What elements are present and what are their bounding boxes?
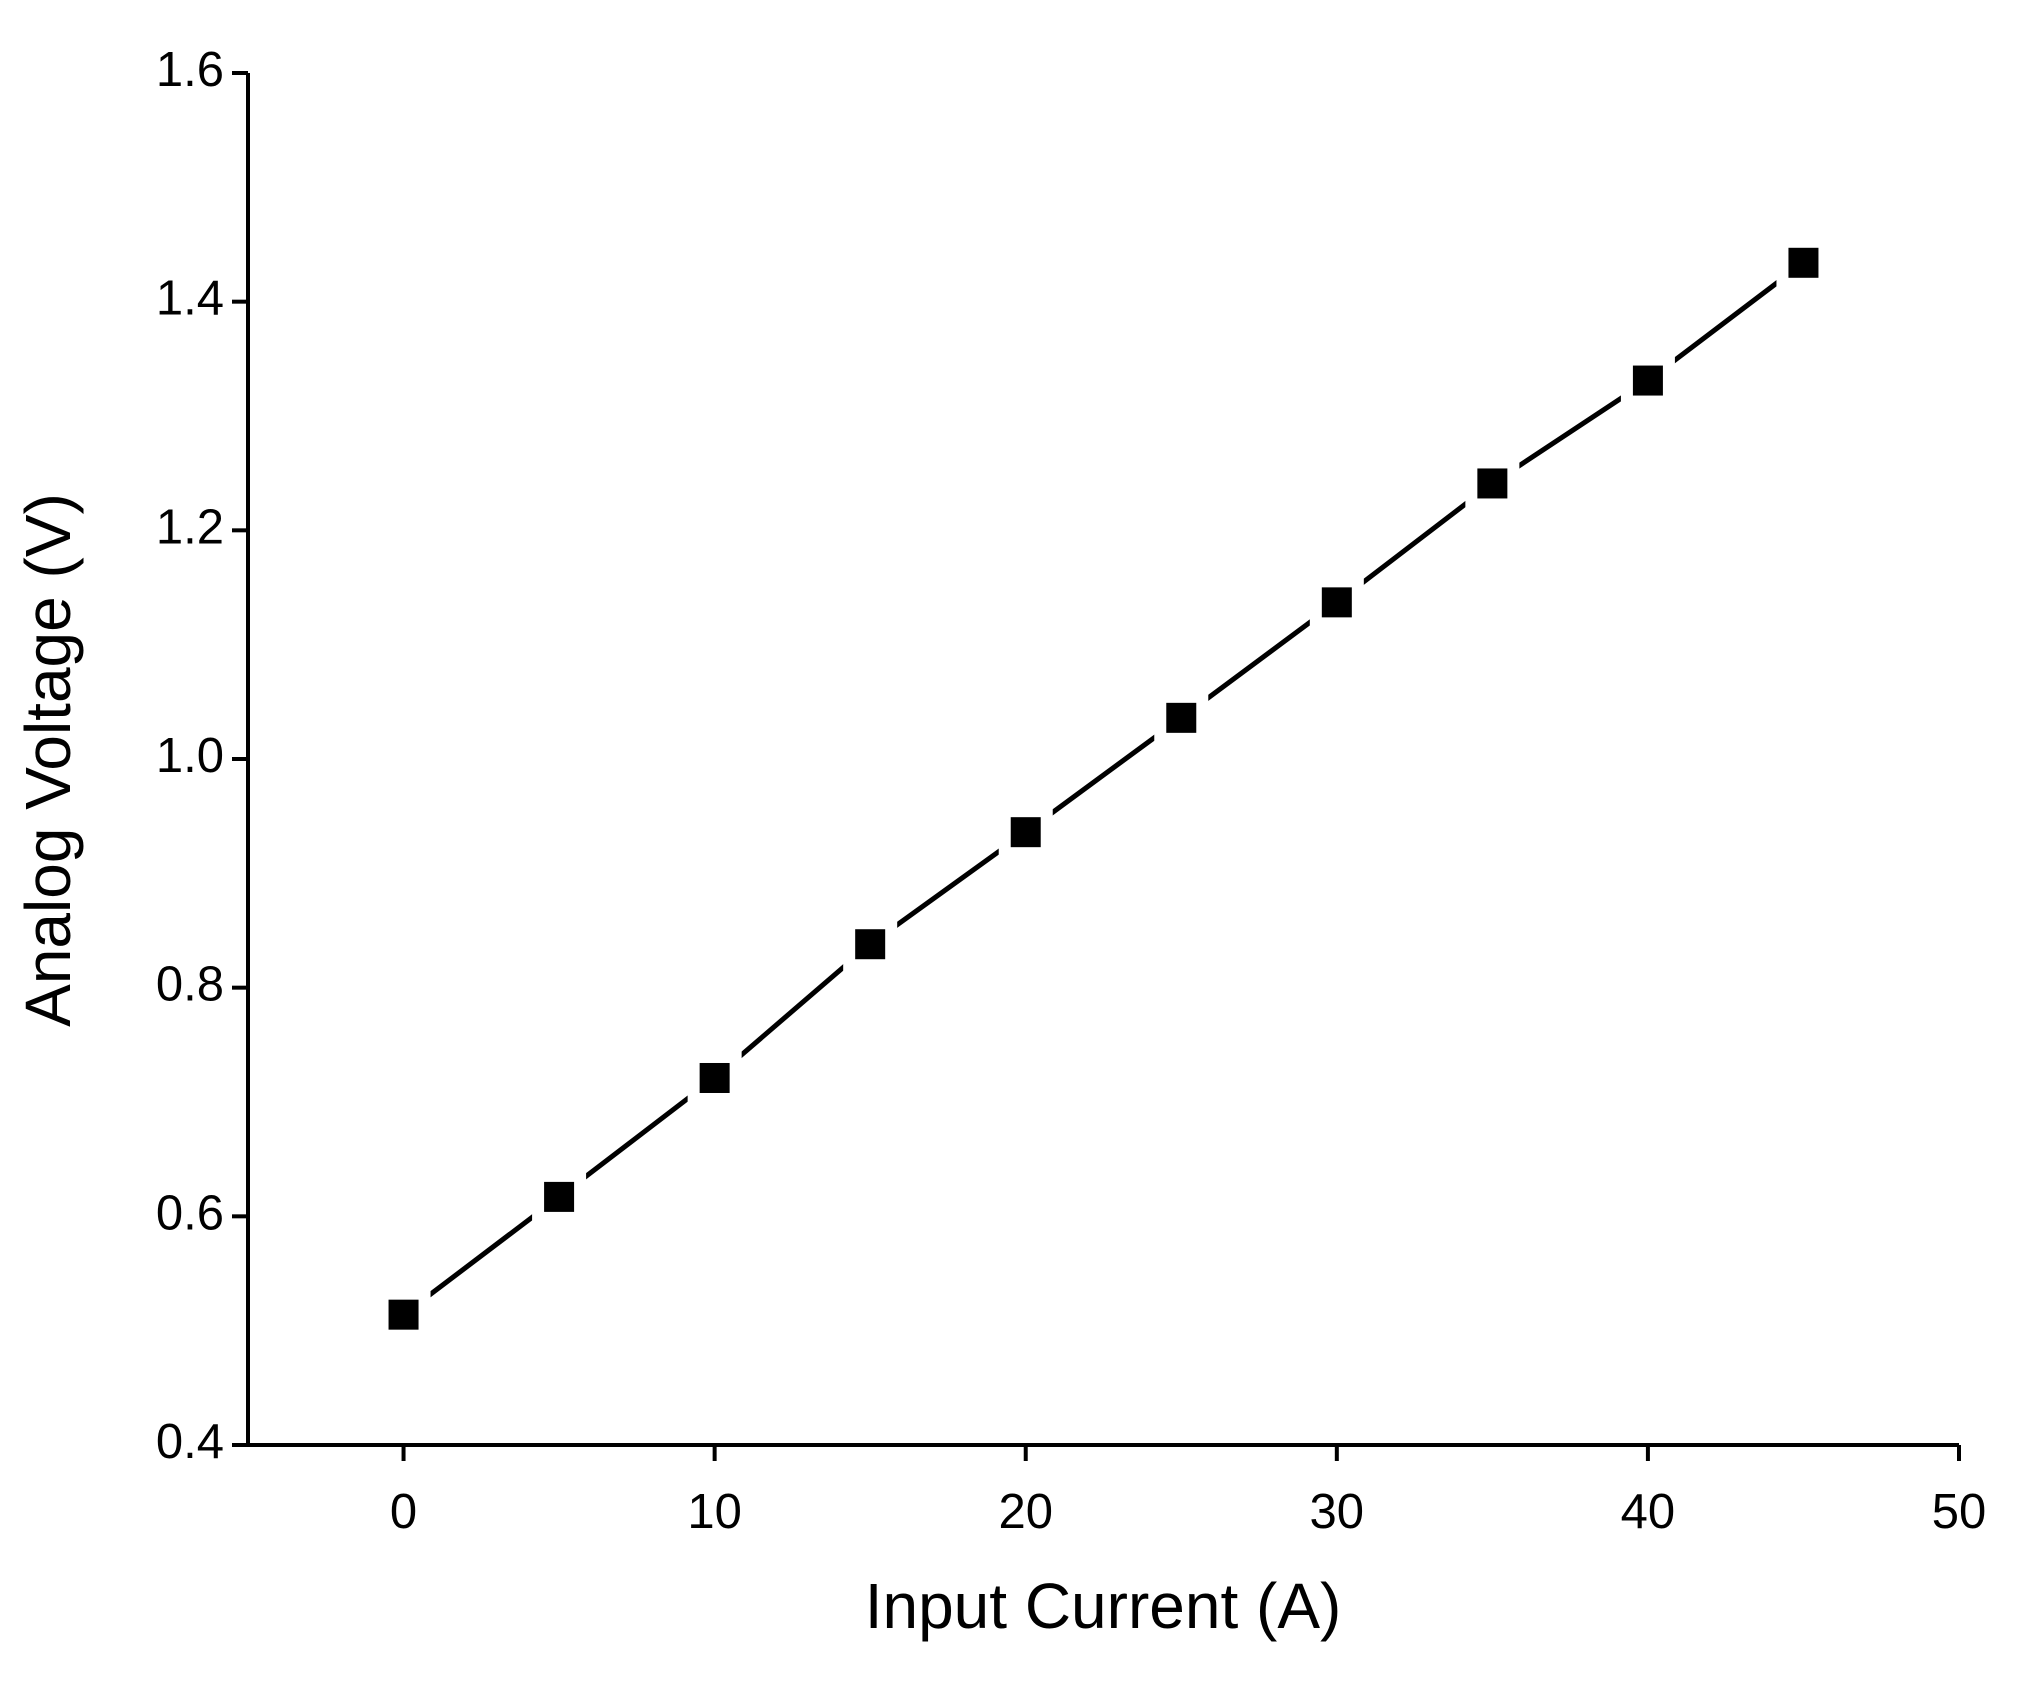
y-tick-label: 1.2 — [156, 500, 224, 554]
y-axis-title: Analog Voltage (V) — [12, 493, 84, 1027]
data-point — [1788, 247, 1819, 278]
x-tick-label: 50 — [1932, 1485, 1987, 1539]
x-tick-label: 20 — [998, 1485, 1053, 1539]
y-tick-label: 1.0 — [156, 729, 224, 783]
x-tick-label: 30 — [1310, 1485, 1365, 1539]
data-point — [1166, 702, 1197, 733]
data-point — [1010, 817, 1041, 848]
data-point — [1321, 587, 1352, 618]
data-point — [1477, 468, 1508, 499]
x-tick-label: 40 — [1621, 1485, 1676, 1539]
x-tick-label: 0 — [390, 1485, 417, 1539]
y-tick-label: 0.4 — [156, 1415, 224, 1469]
series-line — [402, 260, 1805, 1317]
data-point — [699, 1062, 730, 1093]
data-point — [388, 1299, 419, 1330]
data-point — [855, 929, 886, 960]
x-tick-label: 10 — [687, 1485, 742, 1539]
data-point — [1632, 365, 1663, 396]
data-point — [544, 1181, 575, 1212]
y-tick-label: 0.8 — [156, 958, 224, 1012]
y-tick-label: 0.6 — [156, 1186, 224, 1240]
y-tick-label: 1.4 — [156, 272, 224, 326]
x-axis-title: Input Current (A) — [865, 1570, 1342, 1642]
y-tick-label: 1.6 — [156, 43, 224, 97]
